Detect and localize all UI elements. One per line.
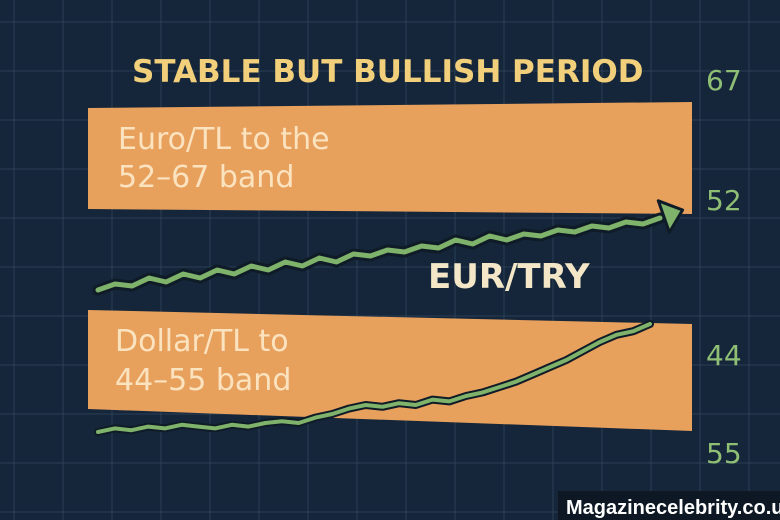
series-upper-arrowhead [656,199,685,234]
euro-band-label-line2: 52–67 band [118,160,294,195]
dollar-band-label-line2: 44–55 band [115,363,291,398]
tick-label-44: 44 [706,339,742,372]
tick-label-67: 67 [706,64,742,97]
series-lower [94,320,654,436]
tick-label-52: 52 [706,184,742,217]
tick-label-55: 55 [706,437,742,470]
chart-title: STABLE BUT BULLISH PERIOD [132,54,643,90]
watermark-backdrop [558,491,780,520]
euro-band [88,102,692,214]
dollar-band [88,310,692,431]
series-lower-line [96,322,652,434]
series-upper-line [95,215,663,293]
series-label-eur-try: EUR/TRY [428,257,590,297]
series-upper [92,199,685,296]
dollar-band-label-line1: Dollar/TL to [115,324,289,359]
euro-band-label-line1: Euro/TL to the [118,122,330,157]
watermark: Magazinecelebrity.co.uk [566,497,780,519]
